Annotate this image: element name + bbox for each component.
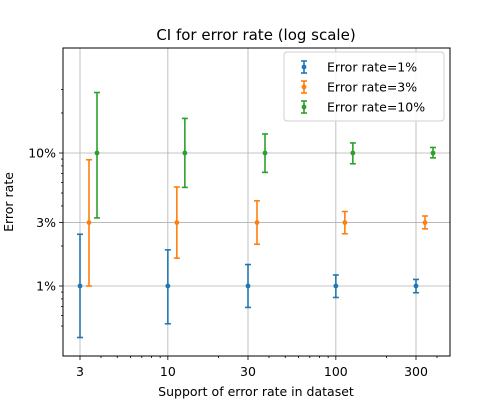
- data-point: [182, 150, 188, 156]
- legend-marker-dot: [301, 64, 307, 70]
- axis-ticks: 3 10 30 100 300 1% 3% 10%: [28, 89, 438, 379]
- data-point: [174, 220, 180, 225]
- x-tick-label: 300: [404, 364, 428, 379]
- x-tick-label: 3: [76, 364, 84, 379]
- x-tick-label: 30: [240, 364, 256, 379]
- plot-series: [77, 91, 436, 339]
- legend-label: Error rate=10%: [327, 100, 425, 115]
- data-point: [77, 283, 83, 289]
- data-point: [165, 283, 171, 289]
- data-point: [262, 150, 268, 156]
- series-2: [86, 158, 428, 287]
- data-point: [333, 283, 339, 289]
- data-point: [350, 150, 356, 156]
- y-tick-label: 3%: [36, 215, 56, 230]
- data-point: [254, 220, 260, 225]
- data-point: [86, 220, 92, 225]
- legend: Error rate=1% Error rate=3% Error rate=10%: [283, 51, 445, 122]
- series-3: [94, 91, 436, 219]
- plot-frame: [62, 47, 451, 357]
- legend-label: Error rate=1%: [327, 60, 417, 75]
- data-point: [94, 150, 100, 156]
- legend-marker-dot: [301, 84, 307, 90]
- y-tick-label: 10%: [28, 146, 56, 161]
- data-point: [430, 150, 436, 156]
- data-point: [413, 283, 419, 289]
- series-1: [77, 233, 419, 339]
- y-axis-label: Error rate: [1, 172, 16, 232]
- chart-title: CI for error rate (log scale): [156, 26, 355, 44]
- data-point: [245, 283, 251, 289]
- y-tick-label: 1%: [36, 279, 56, 294]
- x-tick-label: 100: [324, 364, 348, 379]
- x-axis-label: Support of error rate in dataset: [158, 384, 354, 399]
- x-tick-label: 10: [160, 364, 176, 379]
- data-point: [342, 220, 348, 225]
- legend-label: Error rate=3%: [327, 80, 417, 95]
- legend-box: [283, 51, 445, 122]
- data-point: [422, 220, 428, 225]
- legend-marker-dot: [301, 104, 307, 110]
